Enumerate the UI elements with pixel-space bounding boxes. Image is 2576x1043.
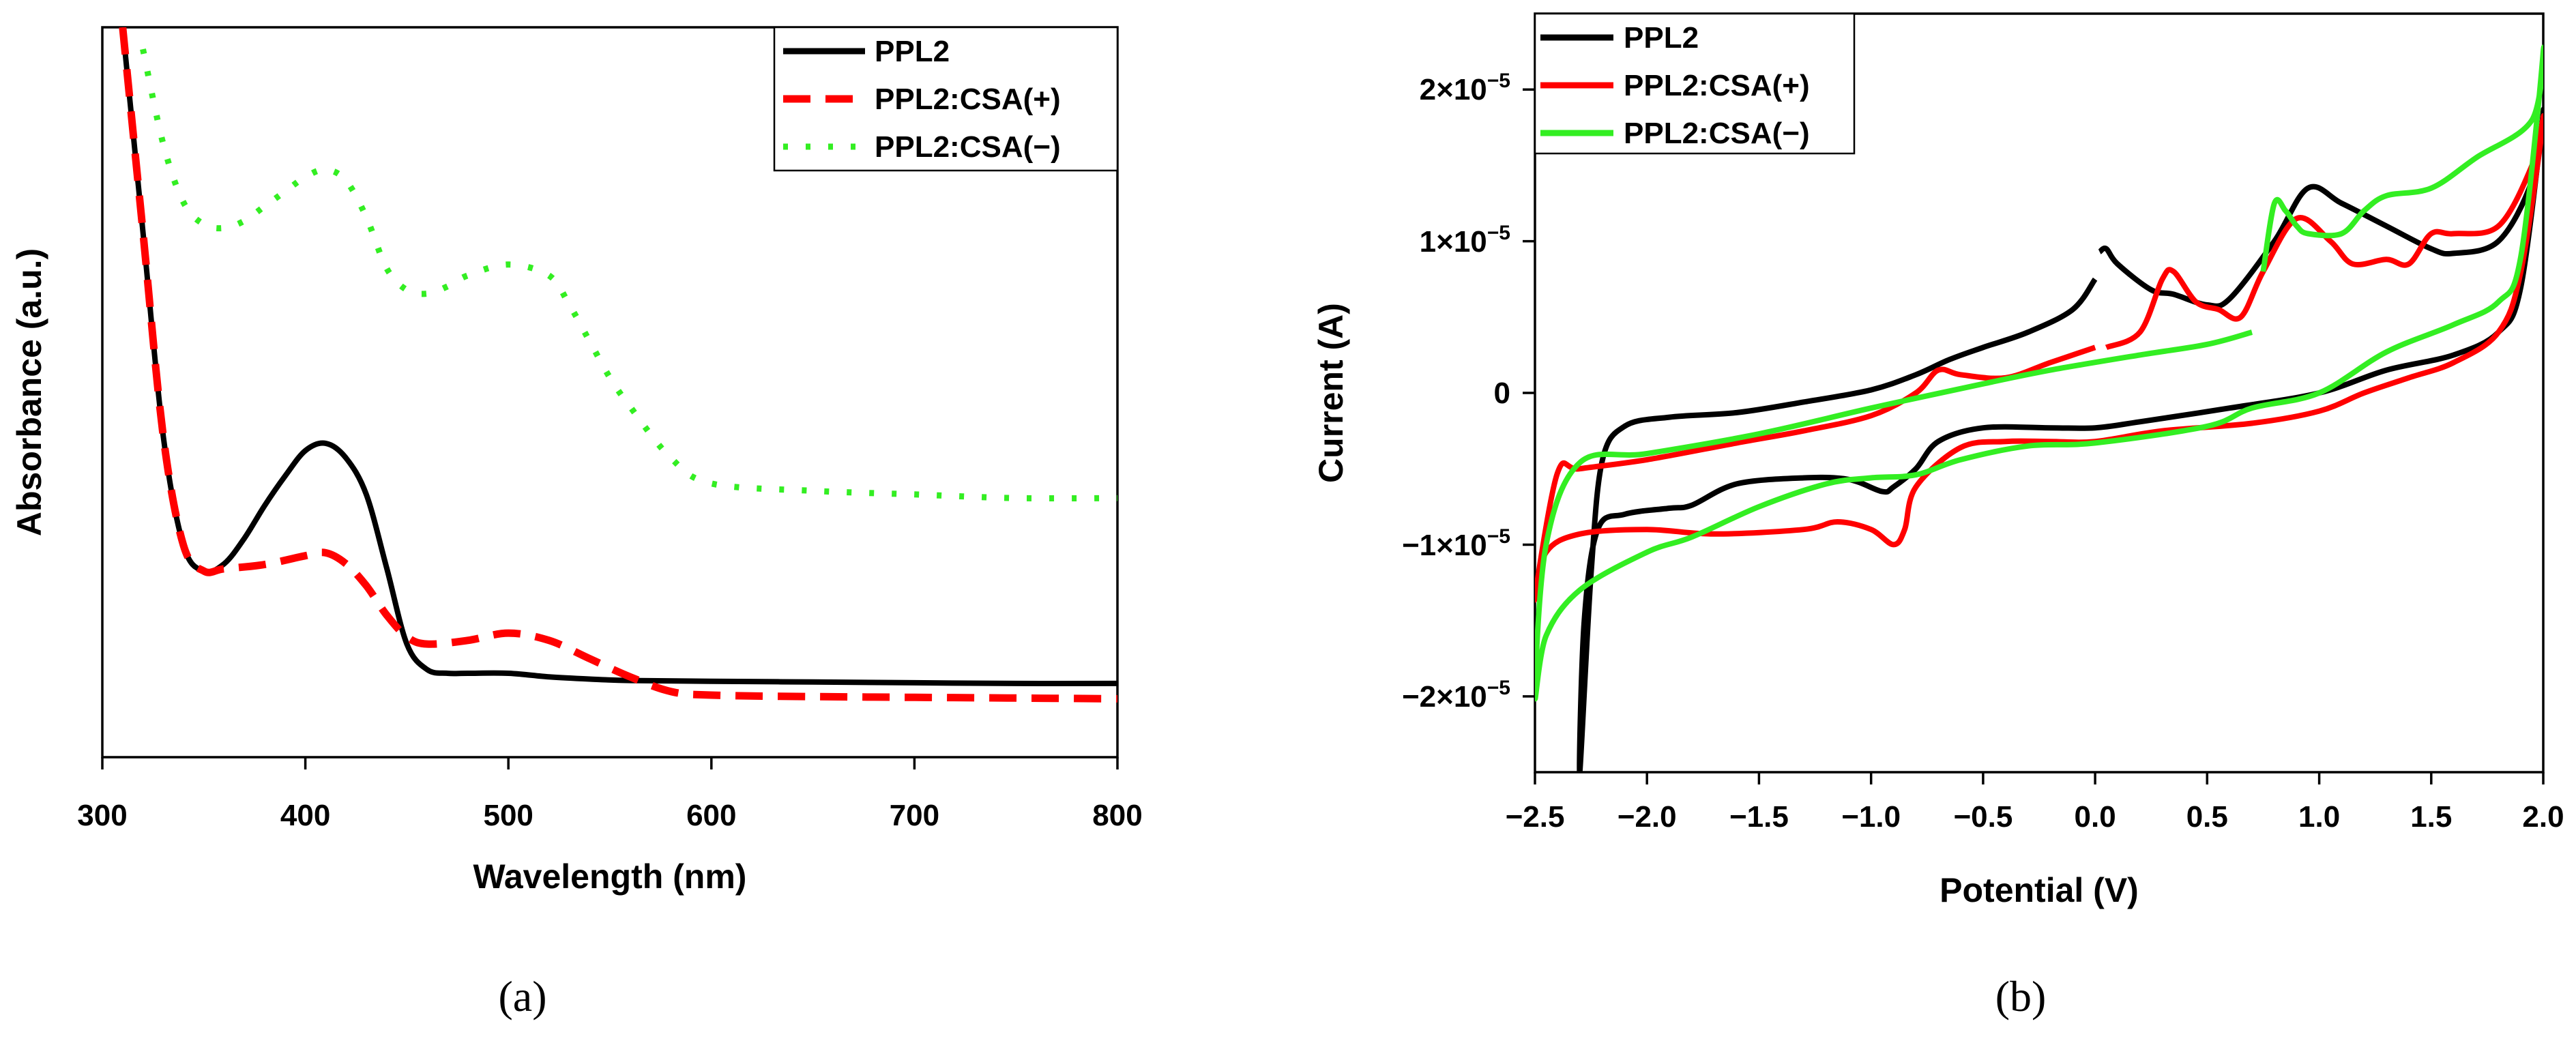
y-tick-label-base: −1×10 [1402,529,1487,562]
y-tick-label: 1×10−5 [1420,222,1510,259]
legend-label: PPL2 [875,35,950,68]
panel-a-plot [119,27,1117,703]
y-tick-label-exp: −5 [1487,70,1510,92]
x-tick-label: −2.5 [1506,800,1565,834]
panel-b-label: (b) [1995,972,2047,1020]
x-tick-label: 700 [890,799,939,832]
x-tick-label: 600 [686,799,736,832]
legend-label: PPL2:CSA(+) [1624,69,1810,102]
y-tick-label: −2×10−5 [1402,677,1510,714]
panel-b-yticks [1523,88,1535,698]
x-axis-title: Wavelength (nm) [473,857,747,896]
x-tick-label: 500 [483,799,533,832]
y-tick-label: 2×10−5 [1420,70,1510,106]
y-tick-label-base: −2×10 [1402,680,1487,714]
panel-b-plot [1535,44,2543,772]
panel-b: −2.5 −2.0 −1.5 −1.0 −0.5 0.0 0.5 1.0 1.5… [1312,12,2564,1020]
panel-a-frame [101,26,1119,759]
x-tick-label: −2.0 [1618,800,1677,834]
legend-label: PPL2:CSA(−) [1624,117,1810,150]
series-line-ppl2-csa- [119,27,1117,703]
panel-a-xtick-labels: 300 400 500 600 700 800 [77,799,1142,832]
series-line-ppl2 [1577,106,2543,772]
legend-label: PPL2 [1624,21,1699,55]
panel-b-xticks [1534,772,2545,784]
x-axis-title: Potential (V) [1940,871,2139,909]
panel-a-legend: PPL2 PPL2:CSA(+) PPL2:CSA(−) [773,26,1119,172]
panel-b-xtick-labels: −2.5 −2.0 −1.5 −1.0 −0.5 0.0 0.5 1.0 1.5… [1506,800,2564,834]
y-axis-title: Absorbance (a.u.) [10,248,48,536]
y-axis-title: Current (A) [1312,303,1350,483]
x-tick-label: 0.0 [2075,800,2116,834]
y-tick-label-base: 2×10 [1420,73,1487,106]
panel-a-label: (a) [498,972,546,1020]
x-tick-label: 1.0 [2298,800,2340,834]
series-line-ppl2-csa- [1535,44,2543,702]
x-tick-label: 1.5 [2410,800,2452,834]
x-tick-label: 800 [1092,799,1142,832]
legend-label: PPL2:CSA(−) [875,130,1061,164]
panel-b-legend: PPL2 PPL2:CSA(+) PPL2:CSA(−) [1534,12,1856,155]
y-tick-label-exp: −5 [1487,525,1510,548]
legend-label: PPL2:CSA(+) [875,83,1061,116]
series-line-ppl2-csa- [1535,113,2543,603]
panel-b-ytick-labels: −2×10−5 −1×10−5 0 1×10−5 2×10−5 [1402,70,1510,714]
y-tick-label: 0 [1494,377,1510,410]
x-tick-label: −1.5 [1729,800,1789,834]
x-tick-label: 2.0 [2522,800,2564,834]
x-tick-label: −0.5 [1953,800,2012,834]
y-tick-label-base: 1×10 [1420,225,1487,259]
y-tick-label: −1×10−5 [1402,525,1510,562]
panel-a-xticks [101,757,1119,769]
panel-a: 300 400 500 600 700 800 Wavelength (nm) … [10,26,1143,1020]
x-tick-label: 300 [77,799,127,832]
y-tick-label-exp: −5 [1487,677,1510,699]
x-tick-label: −1.0 [1841,800,1901,834]
series-line-ppl2-csa- [140,48,1117,502]
x-tick-label: 0.5 [2186,800,2228,834]
y-tick-label-base: 0 [1494,377,1510,410]
x-tick-label: 400 [280,799,330,832]
y-tick-label-exp: −5 [1487,222,1510,244]
